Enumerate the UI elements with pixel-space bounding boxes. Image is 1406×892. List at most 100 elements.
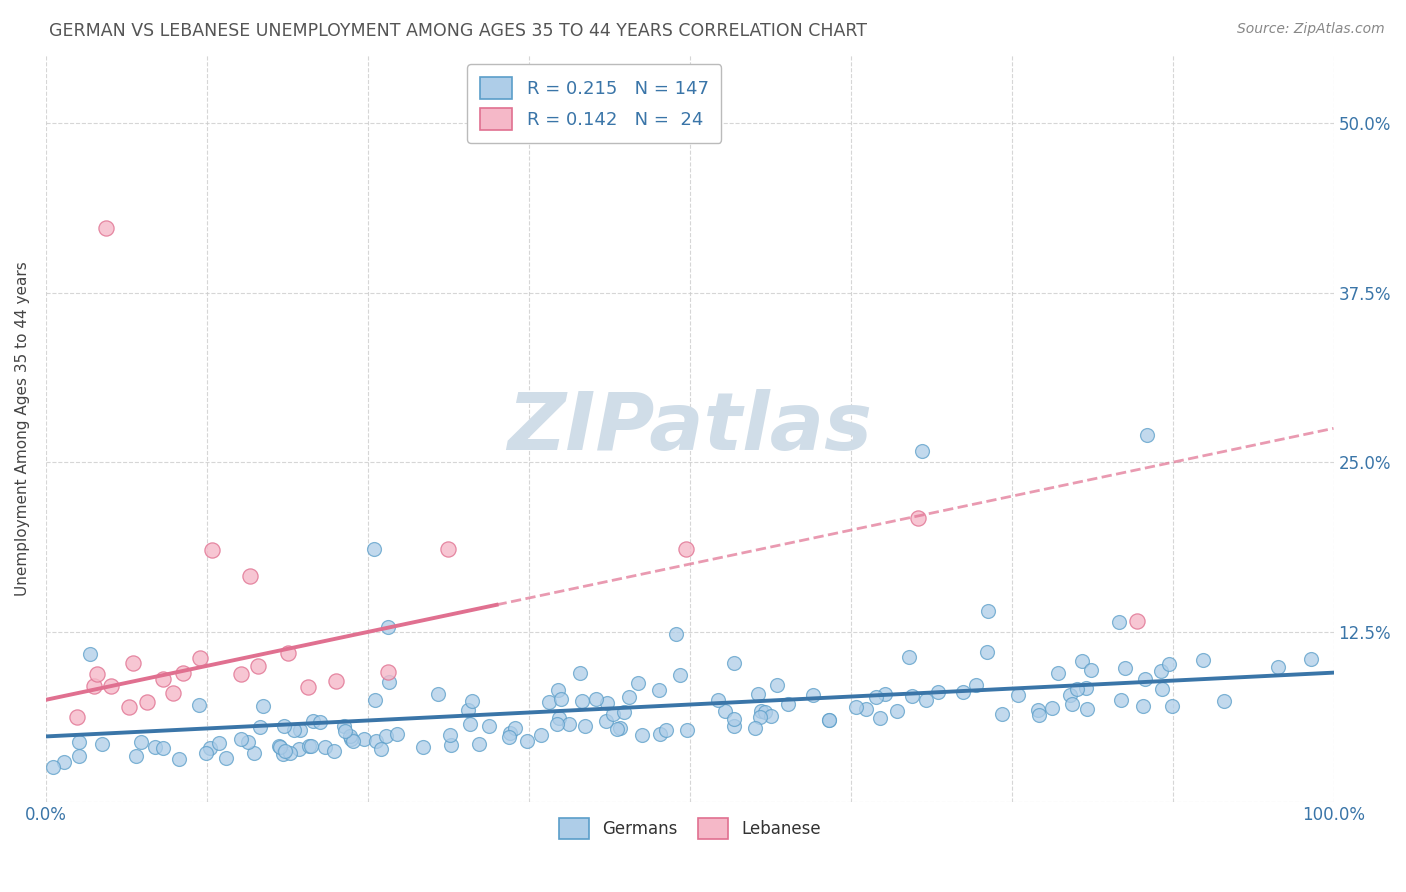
Point [298,739,321,754]
Point [665,626,688,640]
Point [100,679,122,693]
Point [269,739,291,754]
Point [873,687,896,701]
Point [669,668,692,682]
Point [90,737,112,751]
Point [596,696,619,710]
Point [377,675,399,690]
Point [440,738,463,752]
Point [333,719,356,733]
Point [277,646,299,660]
Point [547,711,569,725]
Text: GERMAN VS LEBANESE UNEMPLOYMENT AMONG AGES 35 TO 44 YEARS CORRELATION CHART: GERMAN VS LEBANESE UNEMPLOYMENT AMONG AG… [49,22,868,40]
Point [457,703,479,717]
Point [1160,699,1182,714]
Point [817,713,839,727]
Point [439,728,461,742]
Point [1080,663,1102,677]
Point [67,749,90,764]
Point [1212,694,1234,708]
Point [283,723,305,737]
Point [375,729,398,743]
Point [648,682,671,697]
Point [273,719,295,733]
Point [314,740,336,755]
Point [546,717,568,731]
Point [412,739,434,754]
Point [278,746,301,760]
Point [1150,665,1173,679]
Point [845,700,868,714]
Point [66,710,89,724]
Point [79,647,101,661]
Point [654,723,676,737]
Point [537,695,560,709]
Point [676,723,699,737]
Point [754,705,776,719]
Point [855,702,877,716]
Point [1076,702,1098,716]
Point [1040,701,1063,715]
Point [152,673,174,687]
Point [239,568,262,582]
Point [269,739,291,753]
Point [1026,703,1049,717]
Point [135,695,157,709]
Point [461,693,484,707]
Point [1301,652,1323,666]
Point [901,689,924,703]
Point [748,710,770,724]
Point [723,719,745,733]
Point [121,656,143,670]
Point [118,700,141,714]
Text: ZIPatlas: ZIPatlas [508,389,872,467]
Point [249,720,271,734]
Point [322,744,344,758]
Point [215,751,238,765]
Point [547,682,569,697]
Point [86,667,108,681]
Point [574,719,596,733]
Point [952,685,974,699]
Point [990,706,1012,721]
Point [723,657,745,671]
Point [353,732,375,747]
Point [53,755,76,769]
Legend: Germans, Lebanese: Germans, Lebanese [553,812,827,846]
Point [499,726,522,740]
Point [1028,707,1050,722]
Point [550,691,572,706]
Point [364,693,387,707]
Text: Source: ZipAtlas.com: Source: ZipAtlas.com [1237,22,1385,37]
Point [83,679,105,693]
Point [231,667,253,681]
Point [503,721,526,735]
Point [602,707,624,722]
Point [297,681,319,695]
Point [595,714,617,728]
Point [569,665,592,680]
Point [759,708,782,723]
Point [498,730,520,744]
Point [290,723,312,737]
Point [977,604,1000,618]
Point [1136,428,1159,442]
Point [1076,681,1098,695]
Point [302,714,325,729]
Point [1066,681,1088,696]
Point [308,715,330,730]
Point [468,737,491,751]
Point [869,711,891,725]
Point [342,734,364,748]
Point [897,649,920,664]
Point [201,542,224,557]
Point [247,659,270,673]
Point [818,713,841,727]
Point [609,721,631,735]
Point [1007,688,1029,702]
Point [252,699,274,714]
Point [776,697,799,711]
Point [42,760,65,774]
Point [370,742,392,756]
Point [585,691,607,706]
